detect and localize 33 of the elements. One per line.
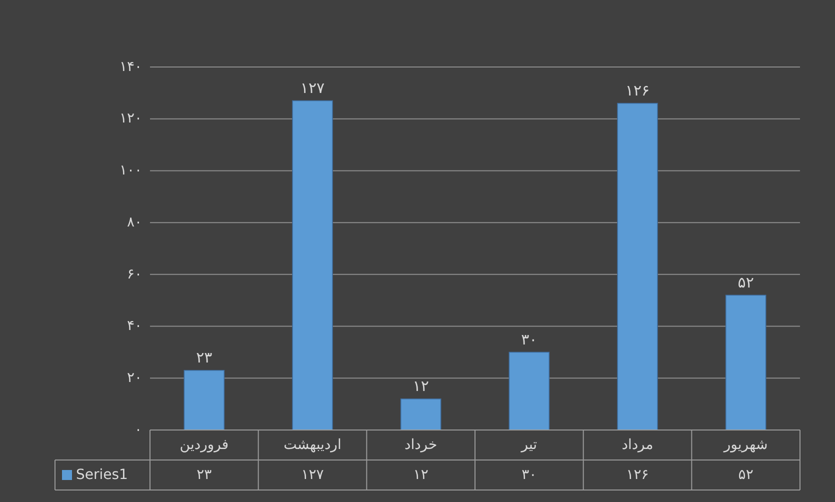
legend-label: Series1: [76, 466, 128, 483]
text: ۳۰: [521, 330, 538, 348]
text: ۲۳: [196, 348, 212, 366]
y-tick-label: ۴۰: [126, 318, 142, 334]
y-tick-label: ۶۰: [126, 266, 142, 282]
y-tick-label: ۰: [134, 422, 142, 438]
data-label: ۲۳: [196, 466, 212, 483]
bar: [508, 352, 550, 430]
data-label: ۱۲۷: [301, 466, 324, 483]
x-tick-label: تیر: [520, 436, 538, 453]
x-tick-label: خرداد: [404, 436, 438, 453]
data-label: ۵۲: [738, 466, 754, 483]
bar: [725, 294, 766, 430]
data-label: ۱۲: [413, 466, 428, 483]
y-tick-label: ۱۴۰: [119, 58, 142, 75]
text: ۵۲: [738, 273, 754, 292]
data-label: ۳۰: [522, 466, 537, 483]
y-tick-label: ۲۰: [126, 370, 142, 386]
x-tick-label: شهریور: [722, 436, 768, 453]
x-tick-label: اردیبهشت: [284, 436, 342, 453]
x-tick-label: فروردین: [180, 436, 229, 453]
x-tick-label: مرداد: [622, 436, 654, 453]
bar: [184, 370, 225, 430]
y-tick-label: ۱۲۰: [119, 110, 142, 127]
y-tick-label: ۸۰: [126, 214, 142, 230]
bar: [617, 102, 658, 430]
bar: [400, 398, 442, 430]
y-tick-label: ۱۰۰: [119, 162, 142, 179]
bar: [292, 100, 333, 430]
data-label: ۱۲۶: [626, 466, 649, 483]
text: ۱۲۷: [300, 78, 325, 97]
text: ۱۲: [412, 376, 429, 395]
text: ۱۲۶: [625, 81, 650, 100]
